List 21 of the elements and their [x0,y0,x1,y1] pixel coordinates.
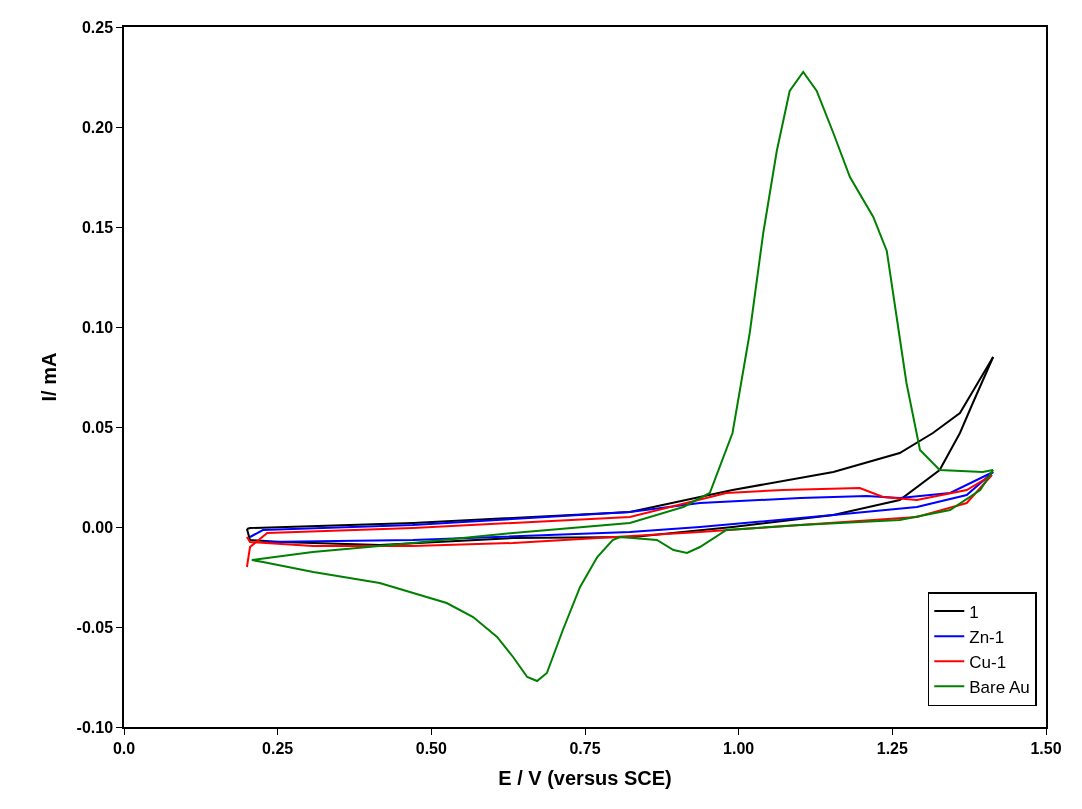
x-tick-label: 0.25 [262,739,294,757]
x-tick-label: 1.25 [876,739,908,757]
y-tick-label: 0.05 [81,418,114,436]
y-tick-label: 0.20 [81,118,114,136]
legend-label: 1 [969,602,979,622]
y-tick-label: 0.00 [81,518,114,536]
y-tick-label: -0.05 [76,618,114,636]
x-tick-label: 0.50 [415,739,447,757]
y-axis-title: I/ mA [37,352,60,402]
y-tick-label: 0.25 [81,18,114,36]
y-tick-label: -0.10 [76,718,114,736]
y-tick-label: 0.10 [81,318,114,336]
x-tick-label: 0.0 [112,739,136,757]
x-axis-title: E / V (versus SCE) [498,766,672,789]
x-tick-label: 1.00 [723,739,755,757]
x-tick-label: 0.75 [569,739,601,757]
y-tick-label: 0.15 [81,218,114,236]
legend-label: Cu-1 [969,652,1007,672]
legend-label: Zn-1 [969,627,1005,647]
legend-label: Bare Au [969,677,1030,697]
x-tick-label: 1.50 [1030,739,1062,757]
